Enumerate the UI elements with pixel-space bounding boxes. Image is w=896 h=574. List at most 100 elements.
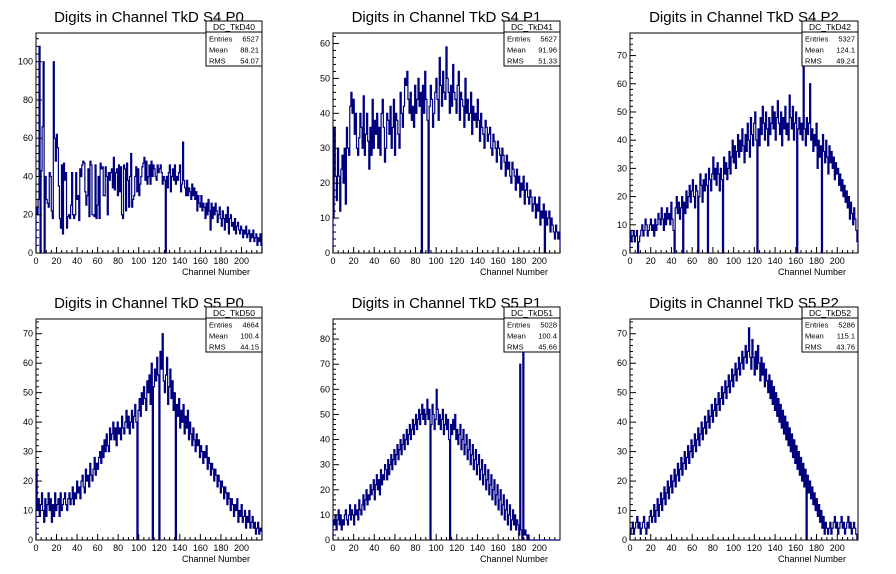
x-axis-label: Channel Number: [778, 267, 846, 277]
x-tick-label: 80: [708, 256, 718, 266]
stats-box-frame: [801, 306, 859, 353]
stats-box-name: DC_TkD41: [511, 22, 553, 32]
x-tick-label: 160: [491, 543, 506, 553]
chart-panel-2: Digits in Channel TkD S4 P20 20 40 60 80 100 1…: [617, 9, 859, 277]
x-tick-label: 80: [411, 256, 421, 266]
stats-row-label: Mean: [805, 332, 824, 341]
x-tick-label: 140: [768, 543, 783, 553]
stats-box: DC_TkD41 Entries 5627 Mean 91.96 RMS 51.33: [503, 20, 561, 67]
stats-box-frame: [205, 20, 263, 67]
stats-box-frame: [503, 306, 561, 353]
y-tick-label: 0: [622, 248, 627, 258]
stats-row-label: Entries: [507, 321, 531, 330]
chart-title: Digits in Channel TkD S4 P1: [352, 9, 542, 26]
y-tick-label: 30: [617, 163, 627, 173]
stats-box: DC_TkD52 Entries 5286 Mean 115.1 RMS 43.76: [801, 306, 859, 353]
x-tick-label: 80: [708, 543, 718, 553]
stats-box-name: DC_TkD50: [213, 308, 255, 318]
y-tick-label: 30: [23, 447, 33, 457]
stats-row-value: 115.1: [837, 332, 855, 341]
x-tick-label: 20: [52, 256, 62, 266]
stats-row-label: RMS: [507, 343, 524, 352]
stats-row-value: 88.21: [240, 46, 259, 55]
stats-row-value: 44.15: [240, 343, 259, 352]
y-tick-label: 70: [320, 359, 330, 369]
x-axis-label: Channel Number: [182, 554, 250, 564]
stats-row-label: Mean: [507, 46, 526, 55]
y-tick-label: 40: [617, 417, 627, 427]
y-tick-label: 40: [23, 171, 33, 181]
x-tick-label: 180: [809, 256, 824, 266]
x-tick-label: 160: [193, 256, 208, 266]
chart-panel-4: Digits in Channel TkD S5 P10 20 40 60 80 100 1…: [320, 295, 561, 564]
y-tick-label: 10: [23, 506, 33, 516]
stats-row-value: 5327: [838, 35, 855, 44]
x-tick-label: 120: [449, 543, 464, 553]
stats-box: DC_TkD42 Entries 5327 Mean 124.1 RMS 49.24: [801, 20, 859, 67]
stats-row-label: RMS: [805, 57, 822, 66]
x-axis-label: Channel Number: [480, 267, 548, 277]
x-tick-label: 180: [213, 543, 228, 553]
histogram-series: [35, 45, 263, 254]
x-tick-label: 20: [349, 543, 359, 553]
stats-row-value: 100.4: [538, 332, 557, 341]
y-tick-label: 60: [617, 358, 627, 368]
y-tick-label: 30: [320, 143, 330, 153]
stats-box-name: DC_TkD40: [213, 22, 255, 32]
y-tick-label: 40: [320, 108, 330, 118]
x-tick-label: 120: [152, 543, 167, 553]
x-tick-label: 140: [768, 256, 783, 266]
x-tick-label: 100: [131, 543, 146, 553]
x-tick-label: 40: [369, 543, 379, 553]
histogram-series: [332, 343, 560, 541]
stats-row-value: 5028: [540, 321, 557, 330]
y-tick-label: 30: [617, 447, 627, 457]
chart-title: Digits in Channel TkD S5 P2: [649, 295, 839, 312]
chart-panel-3: Digits in Channel TkD S5 P00 20 40 60 80 100 1…: [23, 295, 263, 564]
x-tick-label: 140: [470, 543, 485, 553]
x-tick-label: 60: [390, 543, 400, 553]
x-tick-label: 200: [532, 256, 547, 266]
y-tick-label: 0: [325, 248, 330, 258]
x-tick-label: 120: [747, 543, 762, 553]
x-tick-label: 80: [113, 256, 123, 266]
stats-row-label: RMS: [209, 57, 226, 66]
stats-row-label: Entries: [805, 35, 829, 44]
x-tick-label: 40: [666, 256, 676, 266]
x-tick-label: 160: [788, 543, 803, 553]
chart-panel-5: Digits in Channel TkD S5 P20 20 40 60 80 100 1…: [617, 295, 859, 564]
chart-title: Digits in Channel TkD S4 P0: [54, 9, 244, 26]
x-tick-label: 100: [429, 256, 444, 266]
y-tick-label: 100: [18, 57, 33, 67]
y-tick-label: 20: [617, 192, 627, 202]
stats-box-frame: [801, 20, 859, 67]
stats-box: DC_TkD40 Entries 6527 Mean 88.21 RMS 54.07: [205, 20, 263, 67]
x-tick-label: 200: [234, 256, 249, 266]
y-tick-label: 0: [622, 535, 627, 545]
x-tick-label: 40: [72, 256, 82, 266]
stats-row-label: Mean: [209, 332, 228, 341]
stats-row-value: 100.4: [240, 332, 259, 341]
y-tick-label: 60: [320, 38, 330, 48]
x-tick-label: 20: [52, 543, 62, 553]
y-tick-label: 10: [320, 510, 330, 520]
stats-row-value: 49.24: [836, 57, 855, 66]
y-tick-label: 50: [320, 409, 330, 419]
x-tick-label: 180: [809, 543, 824, 553]
histogram-series: [35, 333, 263, 541]
x-tick-label: 180: [511, 543, 526, 553]
y-tick-label: 80: [23, 95, 33, 105]
x-tick-label: 180: [511, 256, 526, 266]
x-tick-label: 80: [411, 543, 421, 553]
x-tick-label: 100: [131, 256, 146, 266]
y-tick-label: 20: [23, 210, 33, 220]
x-tick-label: 160: [491, 256, 506, 266]
y-tick-label: 20: [320, 485, 330, 495]
stats-row-label: RMS: [209, 343, 226, 352]
x-tick-label: 20: [646, 256, 656, 266]
stats-box-frame: [503, 20, 561, 67]
y-tick-label: 10: [617, 220, 627, 230]
stats-row-value: 124.1: [836, 46, 855, 55]
x-tick-label: 40: [666, 543, 676, 553]
stats-row-label: Entries: [805, 321, 829, 330]
